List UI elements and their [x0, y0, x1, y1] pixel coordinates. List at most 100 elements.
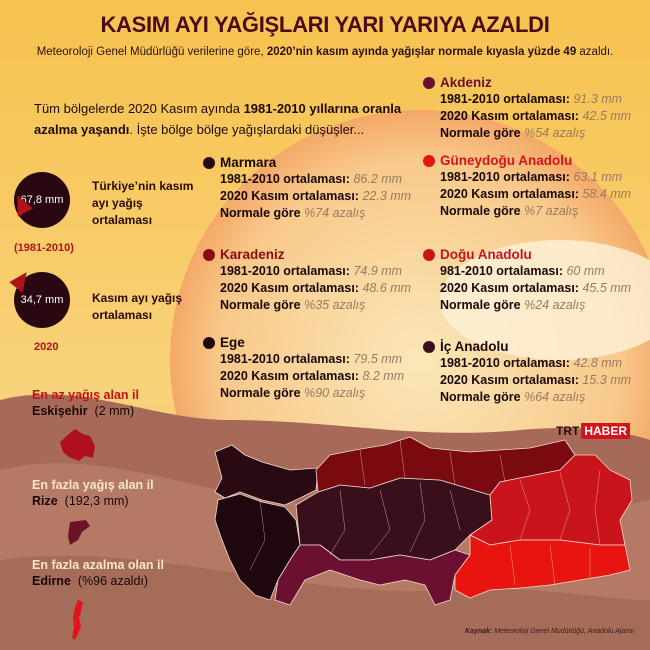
eskisehir-shape [60, 429, 95, 461]
region-2020-value: 48.6 mm [362, 281, 412, 295]
region-avg: 981-2010 ortalaması: 60 mm [440, 263, 631, 280]
region-avg-value: 86.2 mm [353, 172, 403, 186]
region-2020: 2020 Kasım ortalaması: 15.3 mm [440, 372, 631, 389]
source-label: Kaynak: [465, 628, 493, 635]
region-2020-label: 2020 Kasım ortalaması: [220, 281, 359, 295]
avg-label: Türkiye’nin kasım ayı yağış ortalaması [92, 179, 194, 227]
nov-value: 34,7 mm [20, 294, 64, 306]
edirne-shape [72, 600, 83, 640]
region-2020: 2020 Kasım ortalaması: 48.6 mm [220, 280, 411, 297]
region-dot-icon [423, 77, 435, 89]
record-city: Edirne [32, 574, 71, 588]
region-dot-icon [423, 341, 435, 353]
intro-pre: Tüm bölgelerde 2020 Kasım ayında [34, 101, 244, 116]
nov-circle: 34,7 mm [14, 272, 70, 328]
map-region-akdeniz [274, 544, 471, 606]
region-change-label: Normale göre [220, 206, 301, 220]
region-dot-icon [203, 249, 215, 261]
logo-trt: TRT [556, 424, 580, 438]
region-change-value: %7 azalış [524, 204, 579, 218]
region-2020: 2020 Kasım ortalaması: 22.3 mm [220, 188, 411, 205]
record-value: Eskişehir (2 mm) [32, 404, 139, 418]
region-change: Normale göre %74 azalış [220, 205, 411, 222]
region-2020-value: 42.5 mm [582, 109, 632, 123]
region-avg: 1981-2010 ortalaması: 63.1 mm [440, 169, 631, 186]
region-block: Akdeniz 1981-2010 ortalaması: 91.3 mm 20… [423, 74, 631, 142]
region-avg-value: 74.9 mm [353, 264, 403, 278]
region-avg-label: 1981-2010 ortalaması: [440, 92, 570, 106]
region-avg-value: 42.8 mm [573, 356, 623, 370]
region-name: Doğu Anadolu [440, 247, 532, 262]
source-text: Meteoroloji Genel Müdürlüğü, Anadolu Aja… [494, 628, 635, 635]
region-dot-icon [423, 249, 435, 261]
region-block: Marmara 1981-2010 ortalaması: 86.2 mm 20… [203, 154, 411, 222]
region-change-value: %54 azalış [524, 126, 586, 140]
avg-value: 67,8 mm [20, 194, 64, 206]
region-2020: 2020 Kasım ortalaması: 45.5 mm [440, 280, 631, 297]
region-change-value: %74 azalış [304, 206, 366, 220]
intro-text: Tüm bölgelerde 2020 Kasım ayında 1981-20… [34, 98, 414, 140]
region-2020-value: 8.2 mm [362, 369, 405, 383]
region-2020-label: 2020 Kasım ortalaması: [220, 189, 359, 203]
subtitle-post: azaldı. [576, 46, 614, 58]
region-2020-label: 2020 Kasım ortalaması: [220, 369, 359, 383]
region-change-value: %64 azalış [524, 390, 586, 404]
region-dot-icon [203, 157, 215, 169]
region-2020-value: 45.5 mm [582, 281, 632, 295]
region-avg-label: 1981-2010 ortalaması: [220, 352, 350, 366]
logo-haber: HABER [581, 423, 630, 439]
region-change-label: Normale göre [220, 386, 301, 400]
record-amount: (192,3 mm) [64, 494, 129, 508]
region-avg: 1981-2010 ortalaması: 74.9 mm [220, 263, 411, 280]
region-change-label: Normale göre [220, 298, 301, 312]
region-block: Güneydoğu Anadolu 1981-2010 ortalaması: … [423, 152, 631, 220]
region-change-value: %90 azalış [304, 386, 366, 400]
region-2020: 2020 Kasım ortalaması: 8.2 mm [220, 368, 404, 385]
region-block: Karadeniz 1981-2010 ortalaması: 74.9 mm … [203, 246, 411, 314]
region-change: Normale göre %54 azalış [440, 125, 631, 142]
region-name: Marmara [220, 155, 277, 170]
record-most-rain: En fazla yağış alan il Rize (192,3 mm) [32, 478, 154, 508]
nov-year: 2020 [34, 341, 59, 353]
region-avg-label: 1981-2010 ortalaması: [440, 356, 570, 370]
region-block: İç Anadolu 1981-2010 ortalaması: 42.8 mm… [423, 338, 631, 406]
region-avg-label: 981-2010 ortalaması: [440, 264, 563, 278]
region-change-value: %35 azalış [304, 298, 366, 312]
trt-haber-logo: TRT HABER [556, 423, 630, 439]
region-change-label: Normale göre [440, 390, 521, 404]
region-name: Ege [220, 335, 245, 350]
page-title: KASIM AYI YAĞIŞLARI YARI YARIYA AZALDI [100, 12, 550, 37]
rize-shape [68, 520, 90, 545]
region-name: Güneydoğu Anadolu [440, 153, 573, 168]
region-change-value: %24 azalış [524, 298, 586, 312]
region-avg-label: 1981-2010 ortalaması: [220, 264, 350, 278]
region-block: Ege 1981-2010 ortalaması: 79.5 mm 2020 K… [203, 334, 404, 402]
record-amount: (%96 azaldı) [77, 574, 149, 588]
region-avg-value: 91.3 mm [573, 92, 623, 106]
region-name: Akdeniz [440, 75, 492, 90]
region-change: Normale göre %35 azalış [220, 297, 411, 314]
region-dot-icon [203, 337, 215, 349]
region-2020: 2020 Kasım ortalaması: 42.5 mm [440, 108, 631, 125]
avg-period: (1981-2010) [14, 242, 74, 254]
region-avg: 1981-2010 ortalaması: 79.5 mm [220, 351, 404, 368]
region-avg: 1981-2010 ortalaması: 86.2 mm [220, 171, 411, 188]
record-amount: (2 mm) [94, 404, 135, 418]
region-2020-value: 15.3 mm [582, 373, 632, 387]
record-value: Edirne (%96 azaldı) [32, 574, 164, 588]
region-change-label: Normale göre [440, 126, 521, 140]
region-avg-label: 1981-2010 ortalaması: [440, 170, 570, 184]
region-2020-label: 2020 Kasım ortalaması: [440, 187, 579, 201]
map-region-ic-anadolu [295, 477, 493, 561]
region-change-label: Normale göre [440, 298, 521, 312]
region-change: Normale göre %64 azalış [440, 389, 631, 406]
subtitle-bold: 2020’nin kasım ayında yağışlar normale k… [266, 46, 577, 58]
record-city: Eskişehir [32, 404, 88, 418]
region-avg: 1981-2010 ortalaması: 42.8 mm [440, 355, 631, 372]
region-name: İç Anadolu [440, 339, 509, 354]
record-least-rain: En az yağış alan il Eskişehir (2 mm) [32, 388, 139, 418]
region-change: Normale göre %7 azalış [440, 203, 631, 220]
region-2020-label: 2020 Kasım ortalaması: [440, 373, 579, 387]
nov-label: Kasım ayı yağış ortalaması [92, 291, 183, 322]
